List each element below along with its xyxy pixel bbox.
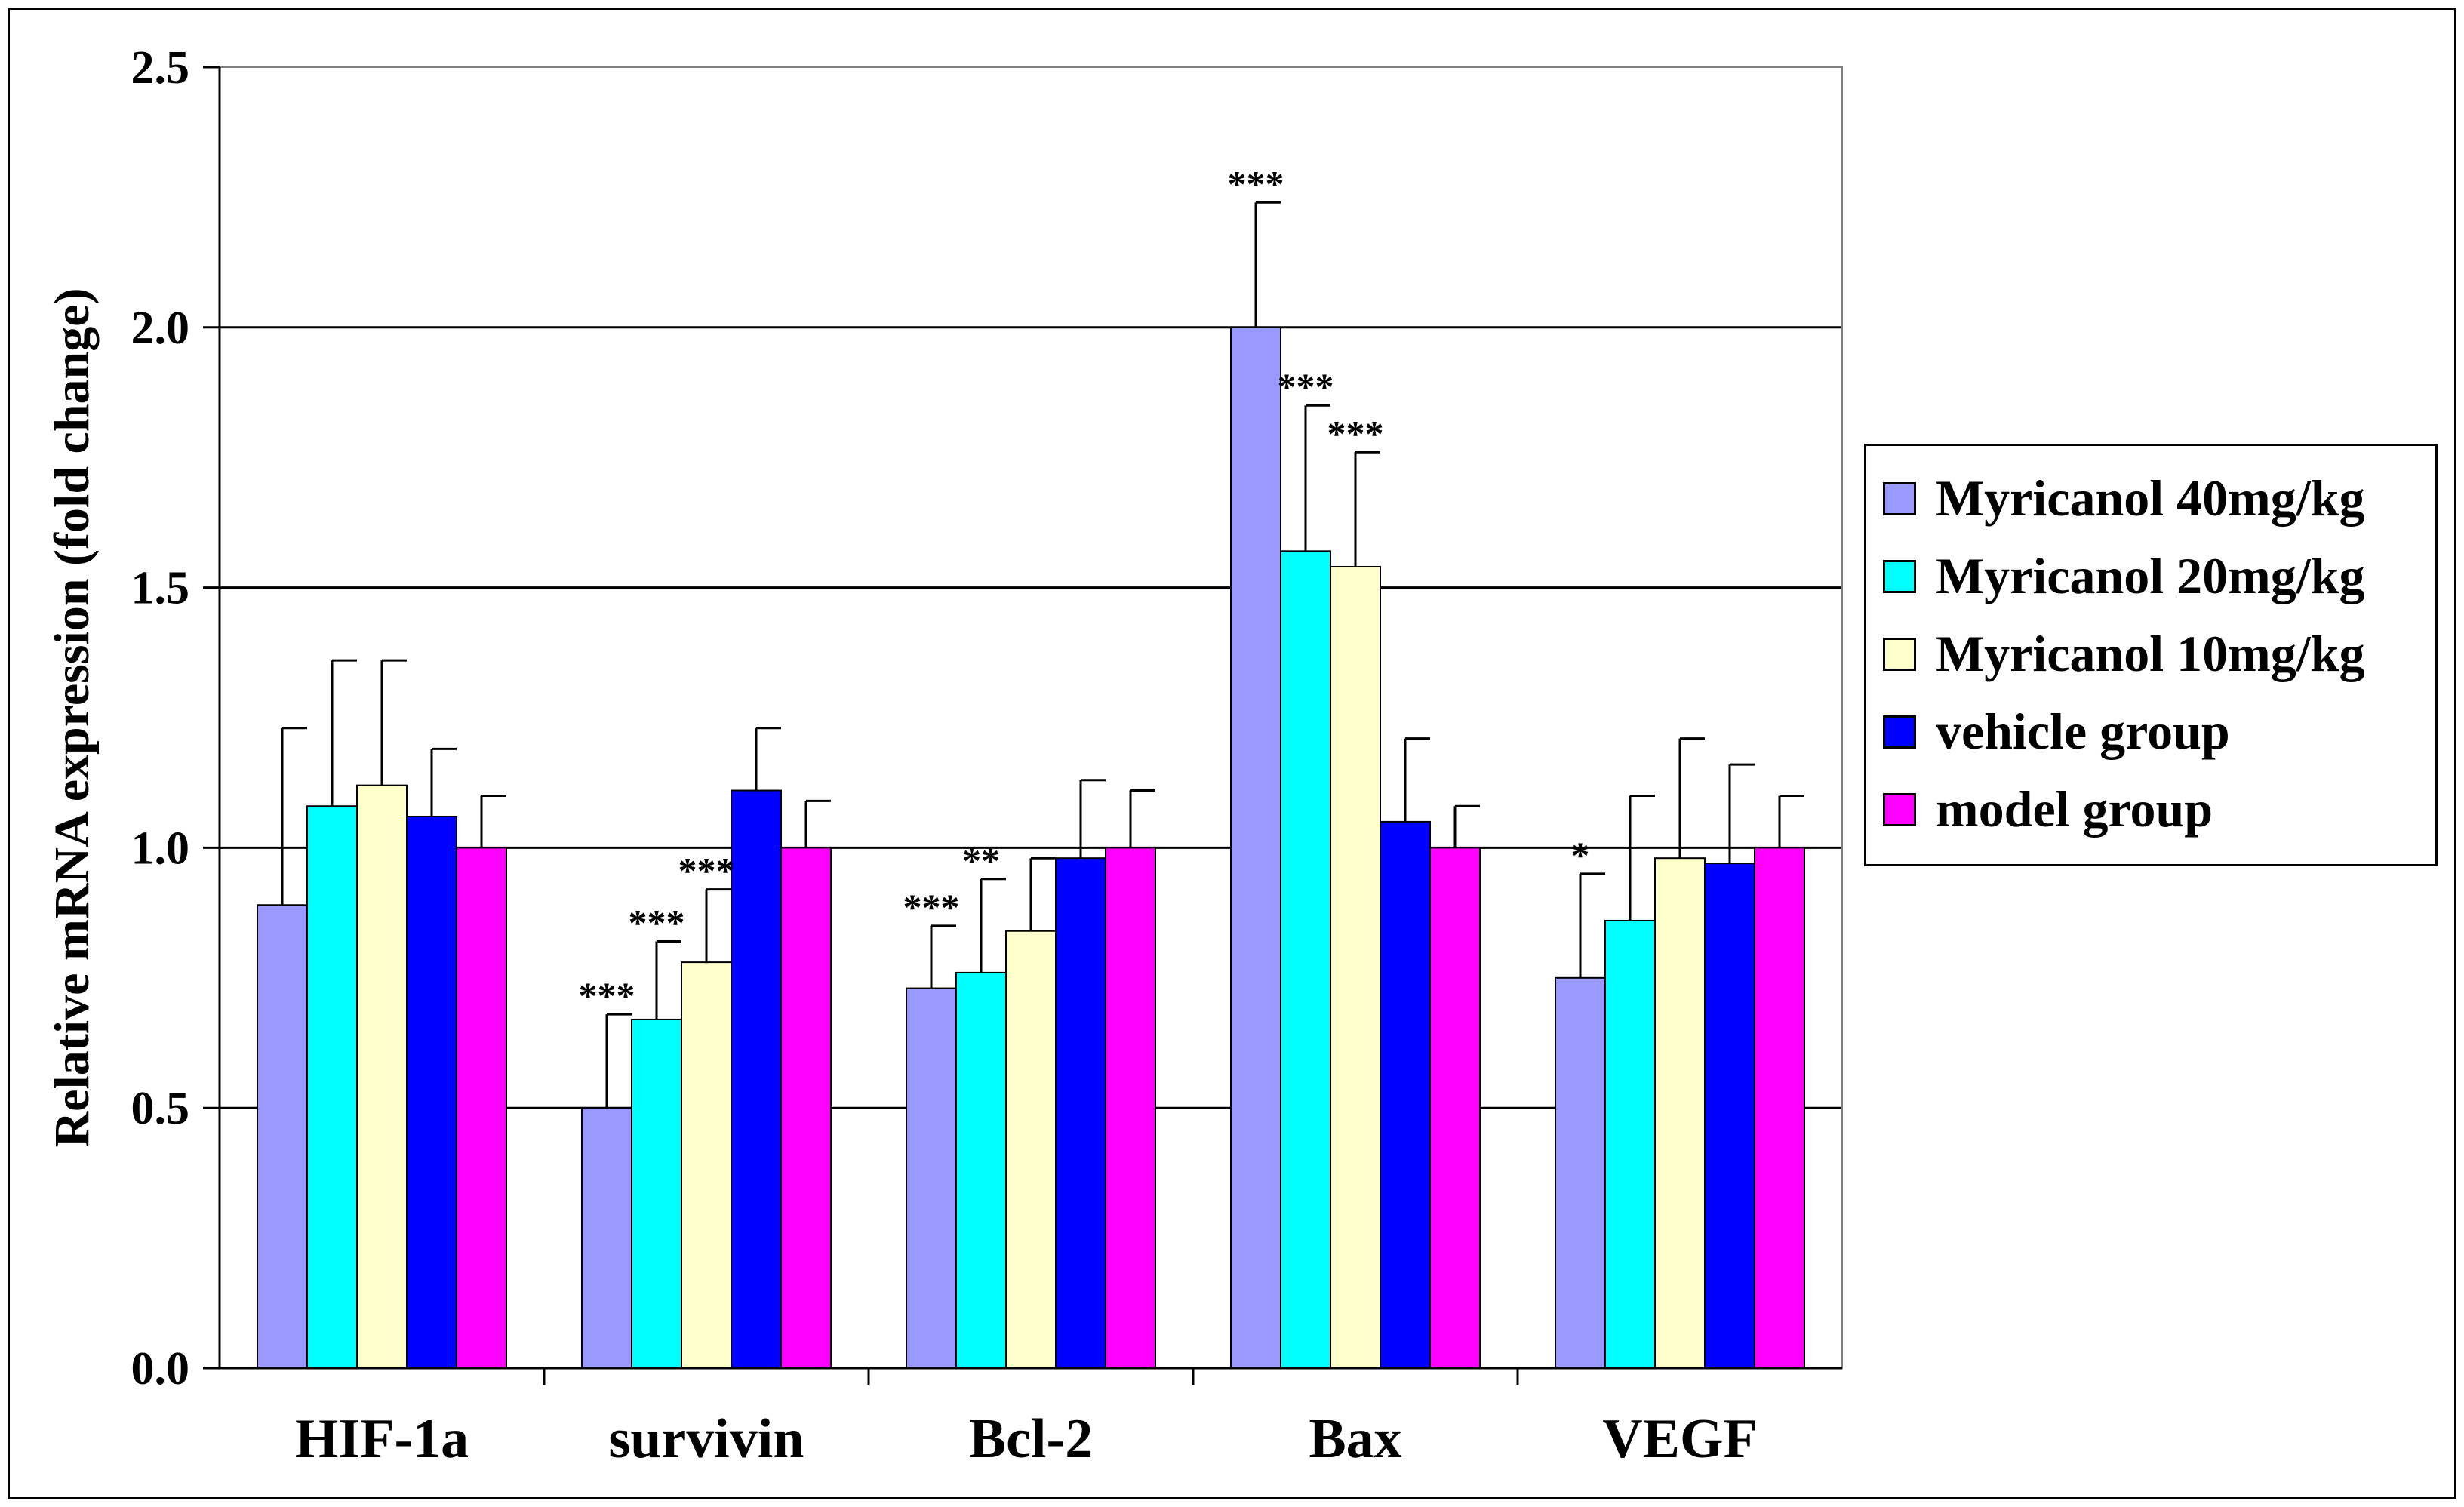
significance-label: *** xyxy=(1228,162,1284,205)
legend-item: Myricanol 10mg/kg xyxy=(1883,615,2435,693)
y-axis-label: Relative mRNA expression (fold change) xyxy=(45,288,100,1147)
bar xyxy=(1654,857,1706,1369)
bar xyxy=(1230,326,1281,1369)
bar xyxy=(1555,976,1606,1370)
legend-label: Myricanol 40mg/kg xyxy=(1936,469,2365,527)
legend-item: Myricanol 40mg/kg xyxy=(1883,460,2435,537)
y-tick-label: 1.5 xyxy=(131,563,190,614)
y-tick-label: 2.0 xyxy=(131,303,190,354)
bar xyxy=(1704,863,1755,1369)
x-tick-label: VEGF xyxy=(1602,1408,1758,1470)
legend-label: Myricanol 10mg/kg xyxy=(1936,625,2365,682)
x-tick-label: survivin xyxy=(608,1408,804,1470)
y-tick-label: 1.0 xyxy=(131,823,190,874)
significance-label: *** xyxy=(1278,365,1334,408)
labels: 0.0 0.5 1.0 1.5 2.0 2.5 Relative mRNA expressi… xyxy=(45,42,1758,1470)
significance-label: * xyxy=(1571,834,1590,876)
bar xyxy=(456,847,507,1369)
x-tick-label: HIF-1a xyxy=(295,1408,469,1470)
bar xyxy=(1754,847,1805,1369)
bar xyxy=(1280,550,1331,1369)
y-tick-label: 0.5 xyxy=(131,1083,190,1134)
legend-swatch xyxy=(1883,481,1916,515)
bar xyxy=(955,971,1007,1370)
bars xyxy=(257,201,1805,1370)
bar-chart: 0.0 0.5 1.0 1.5 2.0 2.5 Relative mRNA expressi… xyxy=(45,42,1843,1470)
significance-label: *** xyxy=(1327,412,1384,454)
axes xyxy=(203,66,1843,1385)
significance-label: ** xyxy=(962,839,1000,881)
significance-label: *** xyxy=(579,974,635,1016)
bar xyxy=(581,1107,632,1369)
legend-swatch xyxy=(1883,715,1916,749)
bar xyxy=(306,805,358,1370)
figure-frame: 0.0 0.5 1.0 1.5 2.0 2.5 Relative mRNA expressi… xyxy=(8,8,2456,1499)
legend-item: model group xyxy=(1883,770,2435,848)
significance-label: *** xyxy=(903,886,960,928)
x-tick-label: Bax xyxy=(1309,1408,1401,1470)
y-tick-label: 2.5 xyxy=(131,42,190,94)
bar xyxy=(681,961,732,1370)
legend: Myricanol 40mg/kg Myricanol 20mg/kg Myri… xyxy=(1864,444,2438,866)
bar xyxy=(406,816,457,1370)
bar xyxy=(1055,857,1106,1369)
bar xyxy=(906,987,957,1370)
bar xyxy=(780,847,832,1369)
bar xyxy=(1604,919,1656,1369)
legend-swatch xyxy=(1883,792,1916,826)
bar xyxy=(631,1018,682,1370)
bar xyxy=(1330,566,1381,1369)
legend-swatch xyxy=(1883,559,1916,593)
y-tick-label: 0.0 xyxy=(131,1343,190,1395)
bar xyxy=(257,904,308,1369)
legend-item: vehicle group xyxy=(1883,693,2435,770)
legend-item: Myricanol 20mg/kg xyxy=(1883,537,2435,615)
legend-label: vehicle group xyxy=(1936,703,2230,760)
x-tick-label: Bcl-2 xyxy=(969,1408,1093,1470)
legend-label: model group xyxy=(1936,780,2213,838)
bar xyxy=(356,784,408,1369)
legend-label: Myricanol 20mg/kg xyxy=(1936,547,2365,604)
bar xyxy=(1429,847,1481,1369)
bar xyxy=(1105,847,1156,1369)
significance-label: *** xyxy=(678,850,735,892)
legend-swatch xyxy=(1883,637,1916,671)
bar xyxy=(1005,930,1057,1369)
bar xyxy=(1380,820,1431,1370)
significance-label: *** xyxy=(629,902,685,944)
bar xyxy=(731,789,782,1369)
